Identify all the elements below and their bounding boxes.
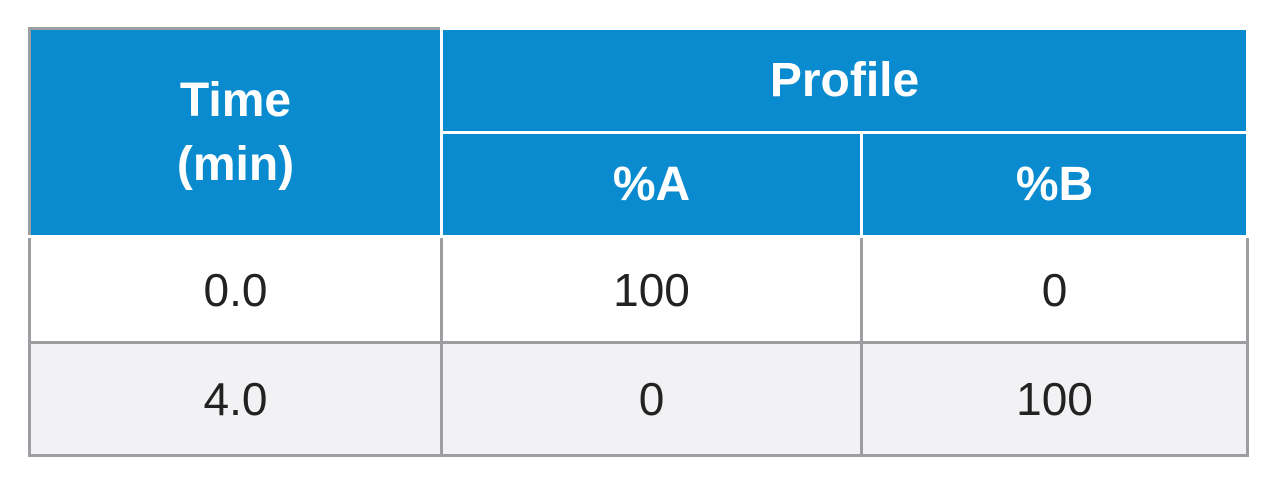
cell: 0 [860, 235, 1249, 344]
time-header-text: Time (min) [176, 73, 295, 191]
column-header: %A [440, 131, 863, 238]
profile-header: Profile [440, 27, 1249, 134]
cell: 100 [860, 341, 1249, 457]
cell: 0.0 [28, 235, 443, 344]
column-header: %B [860, 131, 1249, 238]
cell: 100 [440, 235, 863, 344]
gradient-table: Time (min) Profile %A %B 0.0 100 0 4.0 0… [28, 27, 1249, 457]
cell: 0 [440, 341, 863, 457]
time-header: Time (min) [28, 27, 443, 238]
cell: 4.0 [28, 341, 443, 457]
